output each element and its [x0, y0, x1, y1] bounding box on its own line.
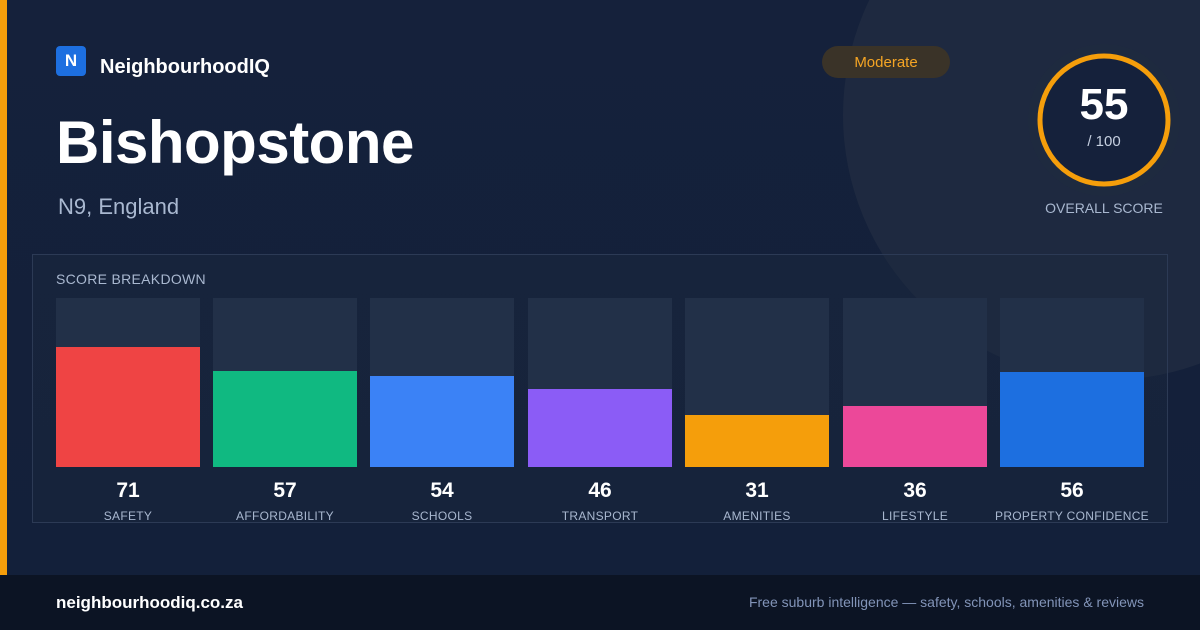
score-bar-label: LIFESTYLE: [881, 509, 949, 523]
score-bar-label: AMENITIES: [723, 509, 791, 523]
score-bar-value: 54: [430, 479, 454, 502]
score-bar-track: [56, 298, 200, 467]
score-bar-value: 31: [745, 479, 769, 502]
brand-name[interactable]: NeighbourhoodIQ: [100, 56, 270, 78]
score-bar-track: [213, 298, 357, 467]
accent-stripe: [0, 0, 7, 575]
score-bar-value: 71: [116, 479, 140, 502]
score-ring-arc: [1037, 53, 1171, 187]
overall-score-caption: OVERALL SCORE: [1045, 200, 1163, 216]
score-bar-label: SCHOOLS: [411, 509, 473, 523]
score-bar-transport: 46 TRANSPORT: [528, 298, 672, 523]
score-bar-schools: 54 SCHOOLS: [370, 298, 514, 523]
score-ring-graphic: [1028, 44, 1180, 196]
score-bar-affordability: 57 AFFORDABILITY: [213, 298, 357, 523]
overall-score-value: 55: [1079, 80, 1129, 129]
location-region: N9, England: [58, 194, 180, 219]
score-bar-fill: [370, 376, 514, 467]
score-bar-fill: [843, 406, 987, 467]
score-bar-track: [1000, 298, 1144, 467]
score-bar-track: [685, 298, 829, 467]
score-bar-label: PROPERTY CONFIDENCE: [995, 509, 1149, 523]
footer-tagline: Free suburb intelligence — safety, schoo…: [748, 594, 1144, 610]
score-bar-value: 56: [1060, 479, 1084, 502]
score-bar-track: [370, 298, 514, 467]
score-bar-value: 36: [903, 479, 927, 502]
score-bar-fill: [1000, 372, 1144, 467]
score-bar-amenities: 31 AMENITIES: [685, 298, 829, 523]
score-bar-fill: [528, 389, 672, 467]
score-bar-lifestyle: 36 LIFESTYLE: [843, 298, 987, 523]
rating-badge: Moderate: [822, 46, 950, 78]
score-bar-fill: [213, 371, 357, 467]
score-bar-label: TRANSPORT: [561, 509, 639, 523]
score-bar-track: [528, 298, 672, 467]
brand-logo-icon: N: [56, 46, 86, 76]
score-bar-safety: 71 SAFETY: [56, 298, 200, 523]
score-bar-label: AFFORDABILITY: [236, 509, 334, 523]
footer-url-link[interactable]: neighbourhoodiq.co.za: [56, 593, 243, 612]
score-bar-property-confidence: 56 PROPERTY CONFIDENCE: [995, 298, 1149, 523]
score-bar-track: [843, 298, 987, 467]
score-bar-fill: [685, 415, 829, 467]
score-bar-label: SAFETY: [103, 509, 153, 523]
score-bar-value: 46: [588, 479, 612, 502]
overall-score-ring: 55 / 100: [1028, 44, 1180, 196]
score-bar-value: 57: [273, 479, 297, 502]
location-title: Bishopstone: [56, 109, 414, 176]
score-breakdown-title: SCORE BREAKDOWN: [56, 271, 206, 287]
score-bar-fill: [56, 347, 200, 467]
footer: [0, 575, 1200, 630]
overall-score-max: / 100: [1087, 133, 1121, 150]
